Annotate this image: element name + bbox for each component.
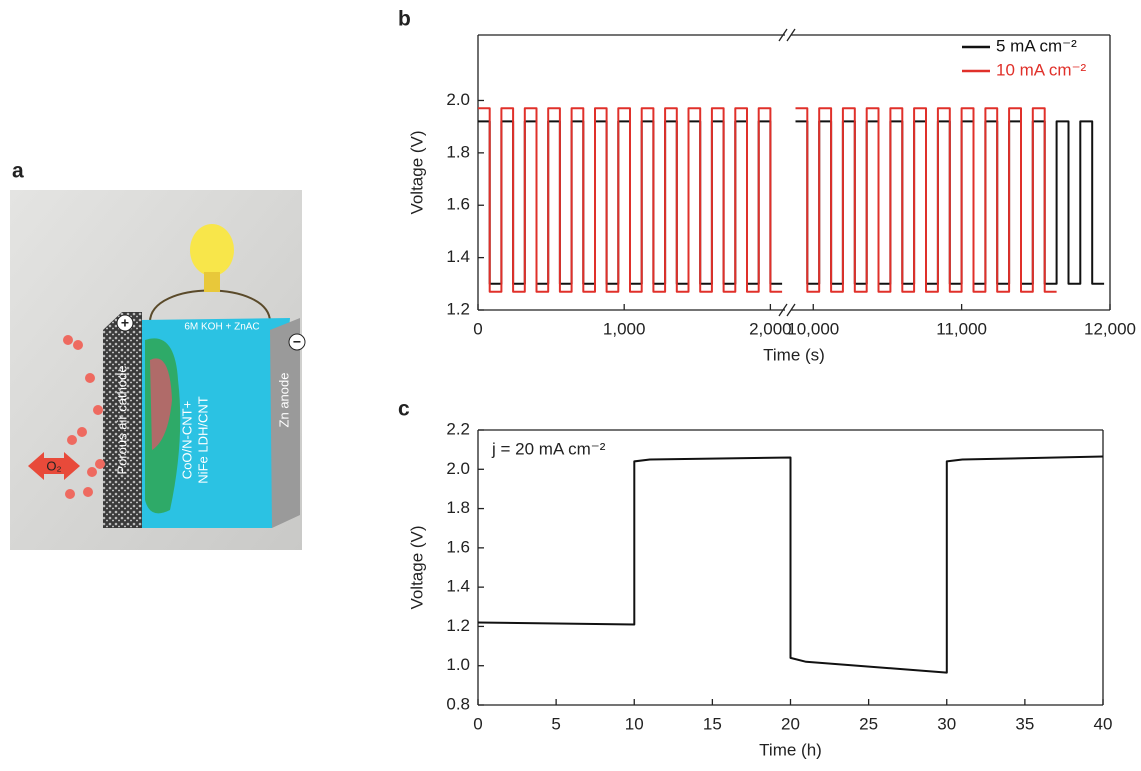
bubbles (63, 335, 105, 499)
negative-terminal (288, 333, 306, 351)
x-tick-label: 2,000 (749, 319, 792, 338)
y-tick-label: 1.4 (446, 247, 470, 266)
gas-label: O₂ (46, 458, 61, 473)
y-tick-label: 1.4 (446, 577, 470, 596)
axis-break (786, 303, 796, 317)
catalyst-ldh (150, 358, 172, 450)
catalyst-label: CoO/N-CNT+ (179, 401, 194, 479)
y-tick-label: 2.2 (446, 419, 470, 438)
y-tick-label: 1.2 (446, 299, 470, 318)
y-axis-title: Voltage (V) (407, 130, 426, 214)
x-tick-label: 25 (859, 714, 878, 733)
x-tick-label: 1,000 (603, 319, 646, 338)
x-axis-title: Time (s) (763, 345, 825, 364)
axis-break (778, 303, 788, 317)
cathode-label: Porous air cathode (114, 365, 129, 474)
axis-break (778, 28, 788, 42)
y-axis-title: Voltage (V) (407, 525, 426, 609)
panel-label: b (398, 8, 411, 31)
axis-break (786, 28, 796, 42)
data-line (478, 107, 1057, 293)
data-line (477, 455, 1104, 674)
cathode (103, 312, 142, 528)
bulb (190, 224, 234, 276)
anode-label: Zn anode (276, 373, 291, 428)
catalyst-label: NiFe LDH/CNT (195, 396, 210, 483)
bulb-base (204, 272, 220, 292)
y-tick-label: 1.6 (446, 537, 470, 556)
electrolyte (140, 318, 290, 528)
illustration: a + − 6M KOH + ZnAC Porous air cathode C… (10, 160, 306, 550)
x-axis-title: Time (h) (759, 740, 822, 759)
legend-label: 5 mA cm⁻² (996, 36, 1077, 55)
negative-sign: − (293, 334, 301, 350)
x-tick-label: 10 (625, 714, 644, 733)
gas-arrow (28, 452, 80, 480)
x-tick-label: 35 (1015, 714, 1034, 733)
positive-terminal (116, 314, 134, 332)
y-tick-label: 2.0 (446, 459, 470, 478)
y-tick-label: 1.0 (446, 655, 470, 674)
x-tick-label: 15 (703, 714, 722, 733)
anode (270, 318, 300, 528)
x-tick-label: 11,000 (936, 319, 987, 338)
x-tick-label: 0 (473, 714, 482, 733)
x-tick-label: 20 (781, 714, 800, 733)
annotation: j = 20 mA cm⁻² (491, 439, 606, 458)
y-tick-label: 1.6 (446, 195, 470, 214)
panel-label: a (12, 160, 24, 183)
y-tick-label: 2.0 (446, 90, 470, 109)
x-tick-label: 5 (551, 714, 560, 733)
positive-sign: + (121, 315, 129, 331)
y-tick-label: 1.2 (446, 616, 470, 635)
y-tick-label: 0.8 (446, 694, 470, 713)
x-tick-label: 12,000 (1084, 319, 1136, 338)
electrolyte-label: 6M KOH + ZnAC (184, 322, 259, 333)
panel-label: c (398, 398, 410, 421)
x-tick-label: 40 (1094, 714, 1113, 733)
y-tick-label: 1.8 (446, 498, 470, 517)
x-tick-label: 0 (473, 319, 482, 338)
x-tick-label: 10,000 (787, 319, 839, 338)
y-tick-label: 1.8 (446, 142, 470, 161)
x-tick-label: 30 (937, 714, 956, 733)
legend-label: 10 mA cm⁻² (996, 60, 1087, 79)
